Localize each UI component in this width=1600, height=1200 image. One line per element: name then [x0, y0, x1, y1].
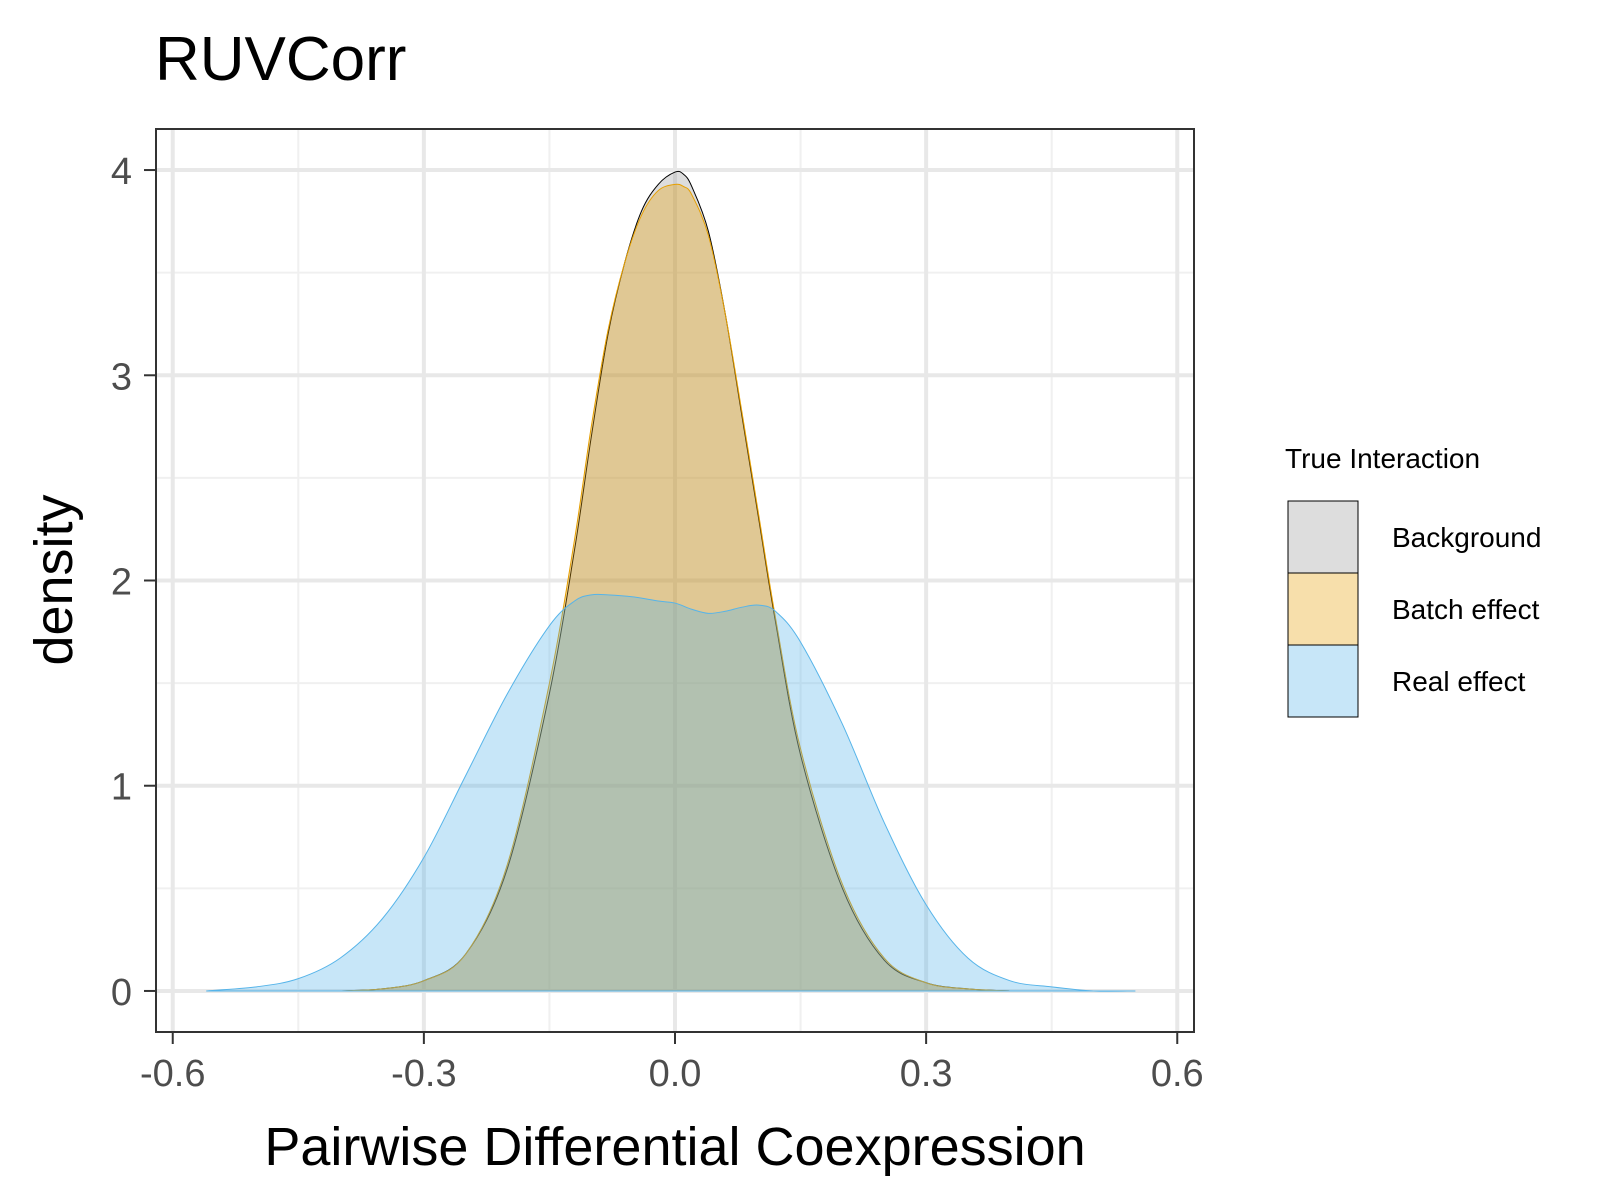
x-tick-label: -0.3 [391, 1053, 456, 1095]
legend: True Interaction Background Batch effect R… [1285, 443, 1541, 718]
legend-title: True Interaction [1285, 443, 1480, 474]
y-tick-label: 2 [111, 562, 132, 604]
legend-label-real-effect: Real effect [1392, 666, 1526, 697]
density-areas [206, 170, 1136, 992]
y-tick-label: 3 [111, 356, 132, 398]
y-tick-label: 0 [111, 972, 132, 1014]
x-tick-label: 0.0 [649, 1053, 702, 1095]
y-tick-label: 4 [111, 151, 132, 193]
x-axis-ticks: -0.6 -0.3 0.0 0.3 0.6 [140, 1032, 1204, 1095]
legend-key-bg [1288, 645, 1358, 717]
density-area-background [340, 170, 1010, 992]
density-area-real-effect [206, 593, 1136, 992]
legend-label-batch-effect: Batch effect [1392, 594, 1540, 625]
legend-items: Background Batch effect Real effect [1287, 500, 1541, 718]
legend-key-batch-effect [1287, 572, 1359, 646]
legend-label-background: Background [1392, 522, 1541, 553]
y-tick-label: 1 [111, 767, 132, 809]
density-area-batch-effect [340, 183, 1010, 992]
legend-key-real-effect [1287, 644, 1359, 718]
x-tick-label: 0.3 [900, 1053, 953, 1095]
chart-title: RUVCorr [155, 25, 406, 94]
y-axis-ticks: 0 1 2 3 4 [111, 151, 156, 1014]
x-axis-title: Pairwise Differential Coexpression [264, 1117, 1085, 1177]
legend-key-bg [1288, 501, 1358, 573]
x-tick-label: -0.6 [140, 1053, 205, 1095]
legend-key-background [1287, 500, 1359, 574]
y-axis-title: density [24, 494, 84, 665]
legend-key-bg [1288, 573, 1358, 645]
x-tick-label: 0.6 [1151, 1053, 1204, 1095]
